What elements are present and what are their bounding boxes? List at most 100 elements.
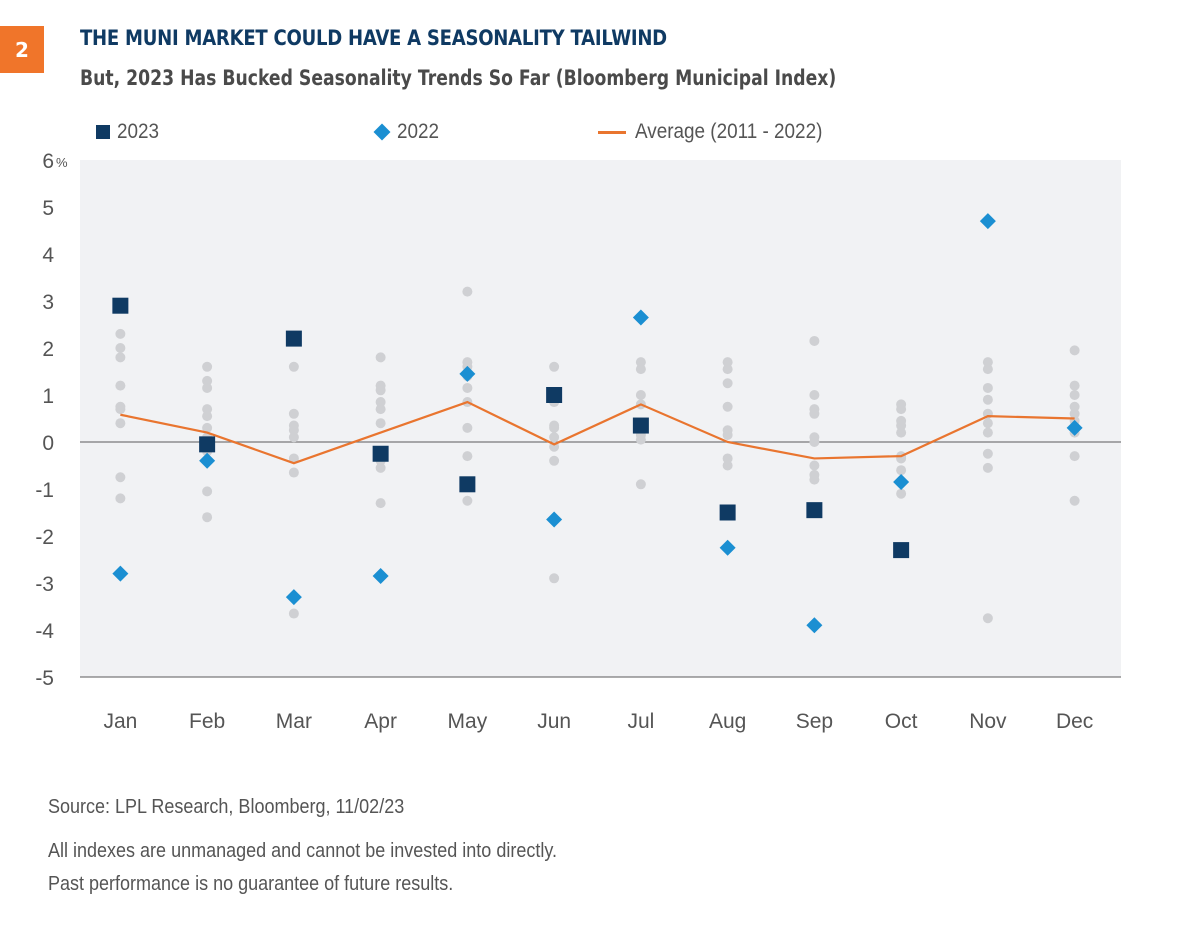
legend-item-average: Average (2011 - 2022)	[598, 120, 843, 144]
average-line	[120, 400, 1075, 465]
y-tick-unit: %	[56, 155, 68, 170]
y-tick-label: -4	[35, 620, 54, 643]
y-tick-label: 5	[42, 197, 54, 220]
point-2022	[893, 473, 910, 490]
plot-background	[80, 160, 1121, 677]
legend-label-average: Average (2011 - 2022)	[635, 120, 823, 143]
point-2023	[806, 502, 823, 519]
point-2023	[372, 445, 389, 462]
point-2022	[979, 213, 996, 230]
history-point	[722, 460, 733, 471]
legend-item-2022: 2022	[373, 120, 444, 144]
chart-title: THE MUNI MARKET COULD HAVE A SEASONALITY…	[80, 26, 667, 50]
history-point	[809, 335, 820, 346]
history-point	[982, 427, 993, 438]
history-point	[375, 462, 386, 473]
history-point	[1069, 401, 1080, 412]
history-point	[1069, 495, 1080, 506]
history-point	[375, 397, 386, 408]
x-tick-label: Jul	[627, 710, 654, 733]
history-point	[202, 486, 213, 497]
point-2023	[459, 476, 476, 493]
x-tick-label: Mar	[276, 710, 312, 733]
legend-label-2023: 2023	[117, 120, 160, 143]
series-2023	[112, 297, 910, 559]
history-point	[549, 422, 560, 433]
point-2023	[632, 417, 649, 434]
history-point	[115, 352, 126, 363]
history-point	[982, 448, 993, 459]
chart-subtitle: But, 2023 Has Bucked Seasonality Trends …	[80, 66, 837, 90]
history-point	[1069, 390, 1080, 400]
x-tick-label: Aug	[709, 710, 746, 733]
y-tick-label: 0	[42, 432, 54, 455]
point-2022	[372, 567, 389, 584]
history-point	[549, 361, 560, 372]
x-tick-label: May	[448, 710, 488, 733]
history-point	[115, 418, 126, 429]
point-2023	[893, 542, 910, 559]
history-point	[982, 357, 993, 368]
history-point	[549, 573, 560, 584]
figure-number-badge: 2	[0, 26, 44, 73]
x-tick-label: Dec	[1056, 710, 1093, 733]
history-point	[722, 364, 733, 375]
history-point	[288, 425, 299, 436]
point-2022	[632, 309, 649, 326]
x-tick-label: Apr	[364, 710, 397, 733]
history-point	[288, 467, 299, 478]
legend: 2023 2022 Average (2011 - 2022)	[0, 120, 1200, 148]
history-point	[896, 420, 907, 431]
history-point	[202, 361, 213, 372]
history-point	[1069, 345, 1080, 356]
history-point	[982, 462, 993, 473]
y-tick-label: -1	[35, 479, 54, 502]
history-point	[982, 382, 993, 393]
history-point	[635, 364, 646, 375]
history-point	[288, 432, 299, 443]
point-2022	[459, 365, 476, 382]
history-point	[896, 427, 907, 438]
x-axis: Jan Feb Mar Apr May Jun Jul Aug Sep Oct Nov Dec	[103, 710, 1093, 733]
x-tick-label: Sep	[796, 710, 833, 733]
history-point	[809, 437, 820, 447]
y-tick-label: 4	[42, 244, 54, 267]
history-point	[635, 434, 646, 445]
point-2023	[199, 436, 216, 453]
history-point	[115, 328, 126, 339]
history-point	[375, 418, 386, 429]
point-2022	[199, 452, 216, 469]
history-point	[1069, 451, 1080, 462]
history-point	[1069, 380, 1080, 391]
y-tick-label: 2	[42, 338, 54, 361]
point-2023	[719, 504, 736, 521]
history-point	[809, 390, 820, 400]
disclaimer-line-2: Past performance is no guarantee of futu…	[48, 873, 454, 895]
history-points	[115, 286, 1080, 624]
point-2023	[112, 297, 129, 314]
point-2022	[112, 565, 129, 582]
history-point	[982, 613, 993, 624]
series-2022	[112, 213, 1083, 634]
history-point	[896, 488, 907, 499]
disclaimer-line-1: All indexes are unmanaged and cannot be …	[48, 840, 557, 862]
history-point	[722, 453, 733, 464]
point-2023	[546, 387, 563, 403]
point-2023	[285, 330, 302, 347]
history-point	[288, 408, 299, 419]
history-point	[635, 479, 646, 490]
history-point	[288, 453, 299, 464]
history-point	[202, 375, 213, 386]
y-tick-label: 3	[42, 291, 54, 314]
x-tick-label: Nov	[969, 710, 1007, 733]
history-point	[809, 474, 820, 485]
history-point	[982, 364, 993, 375]
history-point	[375, 404, 386, 415]
history-point	[462, 286, 473, 297]
history-point	[896, 465, 907, 476]
y-tick-label: 6	[42, 150, 54, 173]
history-point	[635, 357, 646, 368]
history-point	[462, 495, 473, 506]
history-point	[115, 472, 126, 483]
square-marker-icon	[96, 125, 110, 139]
